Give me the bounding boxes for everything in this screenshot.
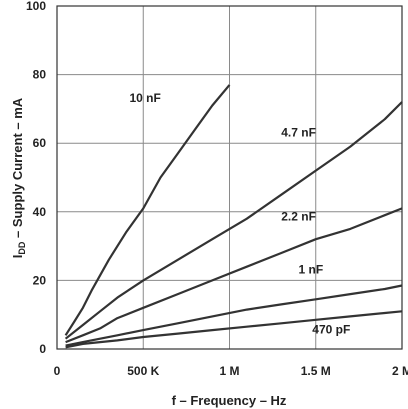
y-tick-label: 60 (33, 136, 47, 150)
y-tick-label: 0 (39, 342, 46, 356)
x-tick-label: 1 M (219, 364, 239, 378)
series-line (65, 207, 403, 344)
y-axis-label-main: I (10, 255, 25, 259)
curves (64, 84, 403, 349)
series-label: 2.2 nF (281, 209, 316, 223)
x-tick-label: 500 K (127, 364, 159, 378)
series-line (65, 310, 403, 349)
series-label: 1 nF (299, 263, 324, 277)
series-label: 4.7 nF (281, 125, 316, 139)
grid (57, 6, 402, 349)
series-label: 470 pF (312, 323, 350, 337)
y-tick-label: 100 (26, 0, 46, 13)
x-tick-label: 1.5 M (301, 364, 331, 378)
y-tick-label: 40 (33, 205, 47, 219)
x-tick-label: 0 (54, 364, 61, 378)
x-tick-label: 2 M (392, 364, 408, 378)
y-axis-label-rest: – Supply Current – mA (10, 97, 25, 241)
y-axis-label: IDD – Supply Current – mA (10, 97, 27, 258)
plot-frame (56, 5, 403, 350)
y-axis-label-sub: DD (17, 241, 27, 254)
series-line (64, 84, 231, 336)
series-label: 10 nF (129, 91, 160, 105)
series-labels: 10 nF 4.7 nF 2.2 nF 1 nF 470 pF (129, 91, 350, 337)
tick-labels: 0 500 K 1 M 1.5 M 2 M 0 20 40 60 80 100 (26, 0, 408, 378)
y-tick-label: 80 (33, 68, 47, 82)
x-axis-label: f – Frequency – Hz (172, 393, 287, 408)
series-line (64, 101, 403, 340)
y-tick-label: 20 (33, 273, 47, 287)
series-line (65, 284, 403, 347)
